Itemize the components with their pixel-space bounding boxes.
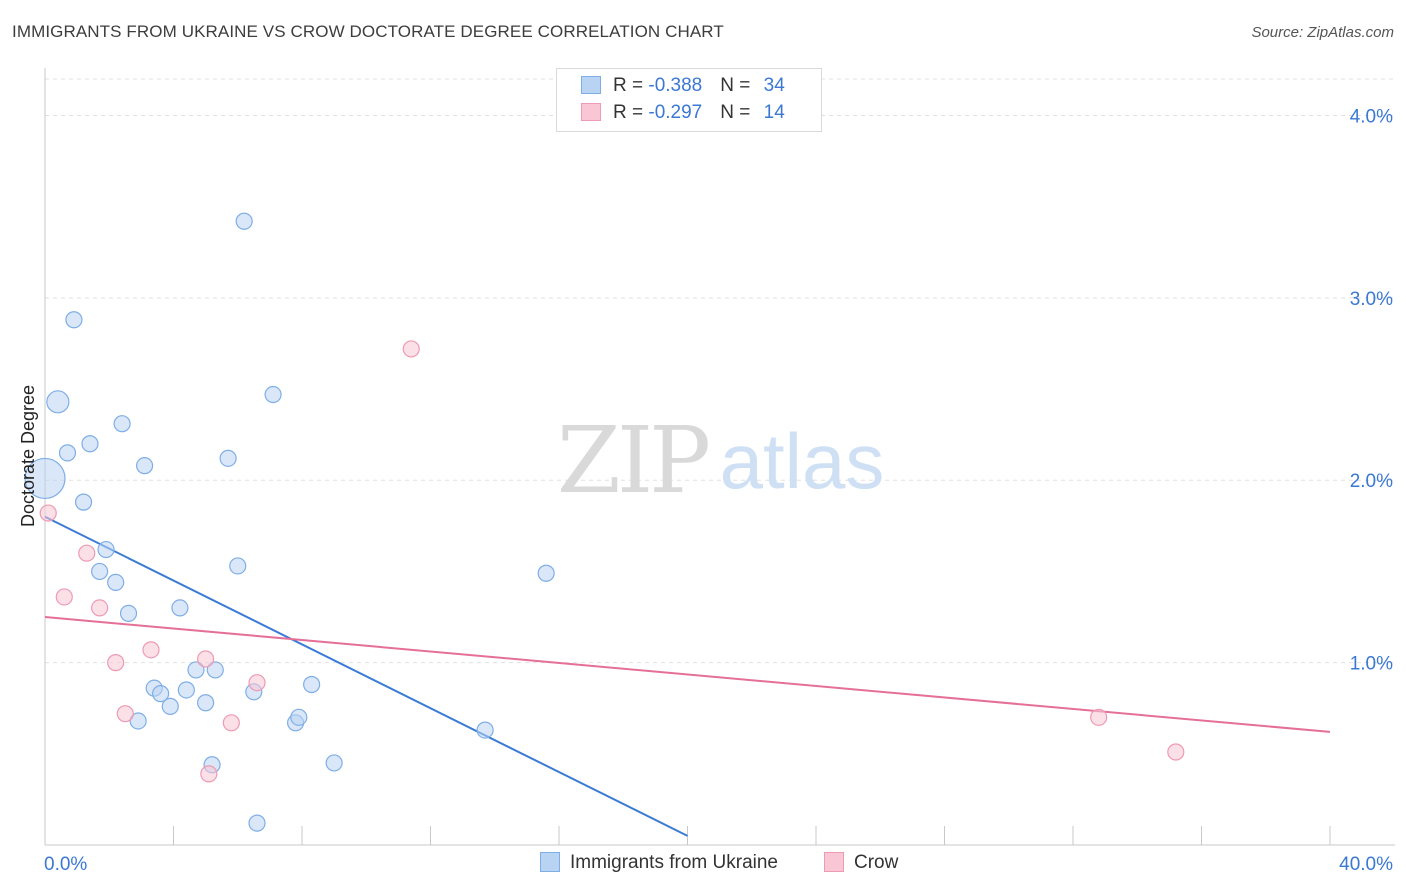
point-crow xyxy=(142,641,160,659)
legend-r-value-ukraine: -0.388 xyxy=(648,75,703,96)
point-ukraine xyxy=(74,493,93,511)
y-axis-label: Doctorate Degree xyxy=(18,385,38,527)
point-ukraine xyxy=(113,415,131,433)
legend-r-label: R = xyxy=(613,75,649,96)
bottom-legend-label-ukraine: Immigrants from Ukraine xyxy=(570,852,778,873)
point-ukraine xyxy=(91,562,109,581)
point-ukraine xyxy=(65,311,83,329)
point-ukraine xyxy=(197,694,215,712)
point-ukraine xyxy=(235,212,253,230)
legend-n-label: N = xyxy=(720,102,756,123)
data-points xyxy=(24,212,1185,832)
legend-row-crow: R = -0.297 N = 14 xyxy=(581,102,785,126)
watermark: ZIP atlas xyxy=(557,407,884,514)
point-ukraine xyxy=(219,449,237,467)
point-ukraine xyxy=(46,390,70,414)
trend-line-crow xyxy=(44,616,1331,733)
bottom-legend-label-crow: Crow xyxy=(854,852,899,873)
point-ukraine xyxy=(171,599,189,617)
legend-r-label: R = xyxy=(613,102,649,123)
legend-swatch-crow xyxy=(581,103,601,121)
point-crow xyxy=(248,674,266,692)
point-crow xyxy=(197,650,215,668)
point-crow xyxy=(91,599,109,617)
legend-r-value-crow: -0.297 xyxy=(648,102,703,123)
point-crow xyxy=(200,765,218,783)
axes xyxy=(44,68,1395,846)
point-ukraine xyxy=(107,573,125,591)
point-ukraine xyxy=(24,457,66,500)
point-ukraine xyxy=(325,754,343,772)
gridlines xyxy=(45,78,1395,664)
point-crow xyxy=(107,654,125,672)
point-ukraine xyxy=(248,814,266,832)
point-crow xyxy=(78,544,96,562)
legend-n-label: N = xyxy=(720,75,756,96)
y-tick-label: 3.0% xyxy=(1350,289,1393,310)
trend-line-ukraine xyxy=(44,515,688,837)
point-crow xyxy=(222,714,240,732)
trend-lines xyxy=(44,515,1331,837)
point-ukraine xyxy=(97,540,115,559)
point-ukraine xyxy=(81,435,99,453)
bottom-swatch-ukraine xyxy=(540,852,560,872)
watermark-atlas: atlas xyxy=(720,417,885,505)
point-ukraine xyxy=(537,564,555,582)
point-ukraine xyxy=(58,444,77,462)
y-tick-label: 4.0% xyxy=(1350,106,1393,127)
point-ukraine xyxy=(290,708,308,726)
point-crow xyxy=(402,340,420,358)
point-ukraine xyxy=(135,457,154,475)
y-tick-label: 1.0% xyxy=(1350,654,1393,675)
point-crow xyxy=(39,504,57,522)
point-ukraine xyxy=(119,604,138,622)
point-ukraine xyxy=(229,557,247,575)
point-crow xyxy=(1090,708,1108,726)
point-ukraine xyxy=(129,712,147,730)
point-crow xyxy=(55,588,73,606)
point-ukraine xyxy=(476,721,494,739)
point-ukraine xyxy=(152,685,170,703)
legend-n-value-ukraine: 34 xyxy=(763,75,785,96)
correlation-legend: R = -0.388 N = 34 R = -0.297 N = 14 xyxy=(556,68,822,132)
point-ukraine xyxy=(264,385,282,404)
point-crow xyxy=(116,705,134,723)
bottom-swatch-crow xyxy=(824,852,844,872)
point-crow xyxy=(1167,743,1185,761)
point-ukraine xyxy=(303,675,321,694)
point-ukraine xyxy=(206,661,224,679)
point-ukraine xyxy=(187,661,205,679)
y-tick-label: 2.0% xyxy=(1350,471,1393,492)
x-tick-label-end: 40.0% xyxy=(1339,854,1393,875)
bottom-legend-ukraine: Immigrants from Ukraine xyxy=(540,852,778,874)
watermark-zip: ZIP xyxy=(557,407,708,514)
x-tick-label-start: 0.0% xyxy=(44,854,87,875)
legend-n-value-crow: 14 xyxy=(763,102,785,123)
legend-swatch-ukraine xyxy=(581,76,601,94)
point-ukraine xyxy=(177,681,195,699)
point-ukraine xyxy=(161,697,179,715)
tick-labels: 1.0% 2.0% 3.0% 4.0% 0.0% 40.0% xyxy=(44,106,1393,875)
chart-title: IMMIGRANTS FROM UKRAINE VS CROW DOCTORAT… xyxy=(12,22,724,41)
bottom-legend-crow: Crow xyxy=(824,852,898,874)
legend-row-ukraine: R = -0.388 N = 34 xyxy=(581,75,785,99)
source-credit: Source: ZipAtlas.com xyxy=(1251,24,1394,41)
